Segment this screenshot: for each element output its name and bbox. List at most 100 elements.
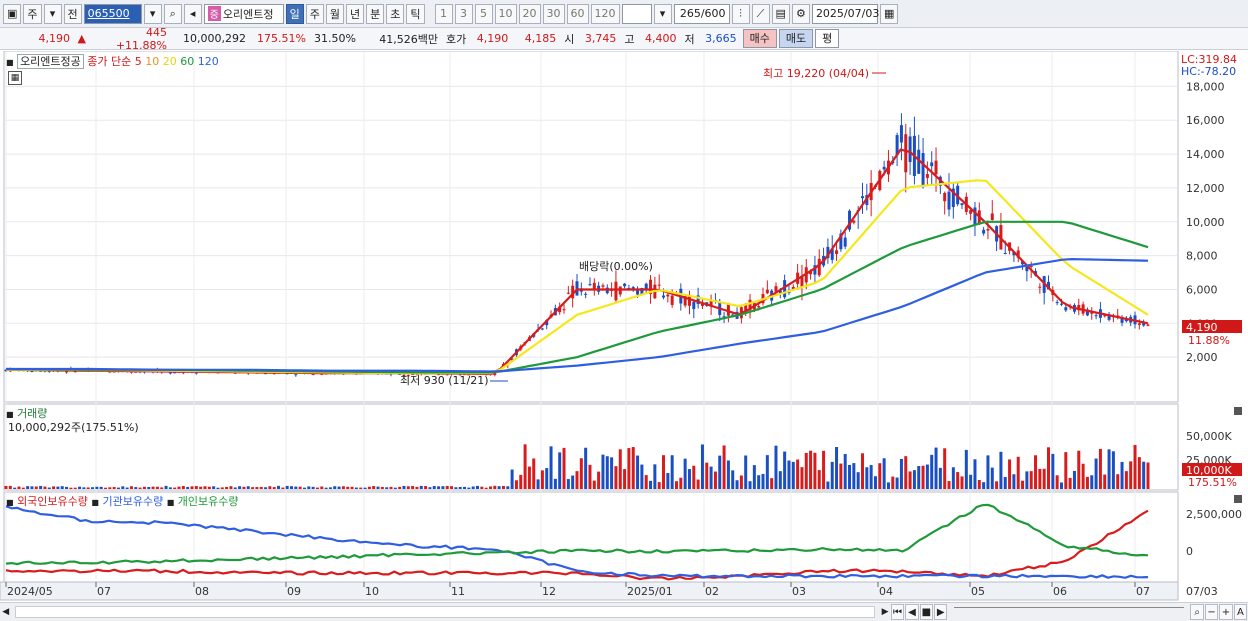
volume-bar bbox=[1064, 452, 1068, 489]
volume-bar bbox=[1008, 459, 1012, 489]
foreign-holding-label: 외국인보유수량 bbox=[17, 495, 88, 508]
date-input[interactable]: 2025/07/03 bbox=[811, 3, 879, 24]
sell-button[interactable]: 매도 bbox=[778, 29, 814, 48]
candle-body bbox=[696, 295, 700, 305]
save-icon[interactable]: ▤ bbox=[771, 3, 790, 24]
tab-minute[interactable]: 분 bbox=[366, 3, 385, 24]
candle-body bbox=[662, 295, 666, 298]
tab-day[interactable]: 일 bbox=[285, 3, 304, 24]
stop-icon[interactable]: ■ bbox=[919, 604, 934, 620]
interval-1[interactable]: 1 bbox=[434, 3, 453, 24]
tab-year[interactable]: 년 bbox=[346, 3, 365, 24]
interval-dropdown-icon[interactable]: ▾ bbox=[653, 3, 672, 24]
chart-svg[interactable]: 18,000 16,000 14,000 12,000 10,000 8,000 6,000… bbox=[0, 50, 1248, 602]
inst-holding-label: 기관보유수량 bbox=[102, 495, 164, 508]
zoom-out-icon[interactable]: − bbox=[1204, 604, 1219, 620]
window-icon[interactable]: ▣ bbox=[3, 3, 22, 24]
period-dropdown-icon[interactable]: ▾ bbox=[43, 3, 62, 24]
candle-icon[interactable]: ⫶ bbox=[731, 3, 750, 24]
volume-bar bbox=[402, 485, 406, 489]
buy-button[interactable]: 매수 bbox=[742, 29, 777, 48]
prev-page-icon[interactable]: ◀ bbox=[905, 604, 919, 620]
candle-body bbox=[744, 305, 748, 311]
calendar-icon[interactable]: ▦ bbox=[879, 3, 899, 24]
first-page-icon[interactable]: ⏮ bbox=[890, 604, 905, 620]
volume-bar bbox=[264, 487, 268, 489]
next-page-icon[interactable]: ▶ bbox=[934, 604, 948, 620]
volume-bar bbox=[506, 486, 510, 489]
tab-tick[interactable]: 틱 bbox=[406, 3, 425, 24]
interval-60[interactable]: 60 bbox=[566, 3, 589, 24]
holding-panel-frame bbox=[3, 491, 1179, 583]
interval-120[interactable]: 120 bbox=[590, 3, 620, 24]
volume-bar bbox=[367, 486, 371, 489]
volume-bar bbox=[514, 480, 518, 489]
volume-bar bbox=[17, 486, 21, 489]
candle-body bbox=[636, 288, 640, 295]
volume-bar bbox=[168, 487, 172, 489]
price-tick: 18,000 bbox=[1186, 80, 1225, 93]
period-select[interactable]: 주 bbox=[23, 3, 42, 24]
zoom-in-icon[interactable]: + bbox=[1219, 604, 1233, 620]
interval-3[interactable]: 3 bbox=[454, 3, 473, 24]
candle-body bbox=[973, 207, 977, 225]
volume-bar bbox=[216, 487, 220, 489]
volume-bar bbox=[173, 487, 177, 489]
zoom-slider[interactable] bbox=[954, 607, 1185, 617]
ma-label: 종가 단순 bbox=[87, 55, 132, 68]
tab-week[interactable]: 주 bbox=[305, 3, 324, 24]
volume-bar bbox=[934, 447, 938, 489]
volume-bar bbox=[809, 450, 813, 489]
candle-body bbox=[1120, 317, 1124, 323]
table-icon[interactable]: ▦ bbox=[8, 71, 22, 85]
holding-close-icon[interactable] bbox=[1234, 495, 1242, 503]
volume-bar bbox=[103, 487, 107, 489]
volume-bar bbox=[134, 487, 138, 489]
volume-bar bbox=[553, 478, 557, 489]
prev-button[interactable]: 전 bbox=[63, 3, 82, 24]
volume-bar bbox=[69, 487, 73, 489]
volume-bar bbox=[519, 474, 523, 489]
gear-icon[interactable]: ⚙ bbox=[791, 3, 810, 24]
code-dropdown-icon[interactable]: ▾ bbox=[143, 3, 162, 24]
volume-bar bbox=[437, 486, 441, 489]
hold-tick-2500000: 2,500,000 bbox=[1186, 508, 1242, 521]
volume-bar bbox=[458, 486, 462, 489]
volume-bar bbox=[575, 471, 579, 489]
volume-bar bbox=[1047, 447, 1051, 489]
candle-body bbox=[925, 174, 929, 178]
volume-bar bbox=[1133, 444, 1137, 489]
volume-close-icon[interactable] bbox=[1234, 407, 1242, 415]
change-value: 445 bbox=[146, 25, 167, 39]
count-field[interactable]: 265/600 bbox=[673, 3, 730, 24]
volume-bar bbox=[220, 487, 224, 489]
interval-input[interactable] bbox=[621, 3, 652, 24]
interval-10[interactable]: 10 bbox=[494, 3, 517, 24]
speaker-icon[interactable]: ◂ bbox=[183, 3, 202, 24]
volume-bar bbox=[558, 452, 562, 489]
ask-price: 4,190 bbox=[476, 32, 509, 45]
volume-bar bbox=[497, 486, 501, 489]
eval-button[interactable]: 평 bbox=[815, 29, 840, 48]
volume-bar bbox=[385, 487, 389, 489]
volume-bar bbox=[389, 486, 393, 489]
tab-month[interactable]: 월 bbox=[325, 3, 345, 24]
scroll-right-icon[interactable]: ▶ bbox=[881, 607, 889, 617]
scroll-track[interactable] bbox=[15, 606, 876, 618]
volume-bar bbox=[1142, 461, 1146, 489]
font-size-icon[interactable]: A bbox=[1233, 604, 1248, 620]
candle-body bbox=[294, 374, 298, 376]
scrollbar[interactable]: ◀ ▶ ⏮ ◀ ■ ▶ ⌕ − + A bbox=[0, 602, 1248, 621]
price-tick: 12,000 bbox=[1186, 182, 1225, 195]
scroll-left-icon[interactable]: ◀ bbox=[2, 607, 10, 617]
code-input[interactable]: 065500 bbox=[83, 3, 142, 24]
interval-5[interactable]: 5 bbox=[474, 3, 493, 24]
volume-bar bbox=[39, 485, 43, 489]
interval-30[interactable]: 30 bbox=[542, 3, 565, 24]
interval-20[interactable]: 20 bbox=[518, 3, 541, 24]
chart-area[interactable]: 18,000 16,000 14,000 12,000 10,000 8,000 6,000… bbox=[0, 50, 1248, 621]
search-icon[interactable]: ⌕ bbox=[163, 3, 182, 24]
zoom-icon[interactable]: ⌕ bbox=[1190, 604, 1204, 620]
draw-tool-icon[interactable]: ⟋ bbox=[751, 3, 770, 24]
tab-second[interactable]: 초 bbox=[386, 3, 405, 24]
